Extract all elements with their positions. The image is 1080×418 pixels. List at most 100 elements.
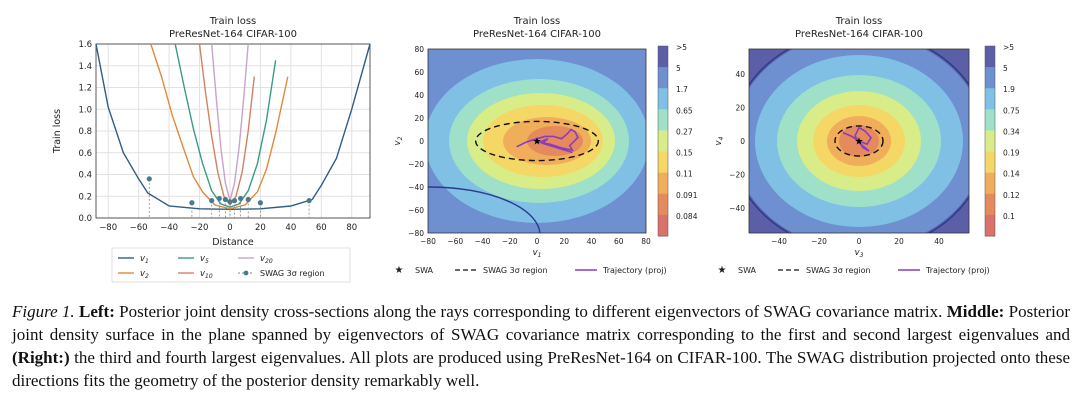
caption-middle-label: Middle: (946, 302, 1005, 321)
chart-2-corner-contour (428, 186, 541, 233)
chart-2-y-tick: 40 (414, 91, 424, 100)
chart-3-colorbar-cell (985, 214, 995, 237)
chart-1-swag-marker (306, 198, 312, 204)
chart-1-swag-marker (216, 195, 222, 202)
chart-3-legend-swa: SWA (738, 266, 757, 275)
chart-3-subtitle: PreResNet-164 CIFAR-100 (795, 29, 923, 40)
chart-2-x-tick: 60 (614, 237, 624, 246)
chart-1-legend-label: v5 (200, 254, 209, 265)
chart-1-y-tick: 1.2 (78, 84, 92, 94)
chart-1-legend-label: v2 (140, 269, 149, 280)
chart-3-colorbar-label: 5 (1003, 64, 1008, 73)
chart-2-colorbar-cell (658, 193, 668, 216)
chart-1-y-tick: 1.0 (78, 105, 92, 115)
chart-3-colorbar-cell (985, 193, 995, 216)
chart-2-x-tick: 20 (559, 237, 569, 246)
chart-2-colorbar-label: 1.7 (676, 85, 688, 94)
caption-left-label: Left: (79, 302, 115, 321)
chart-2-colorbar-cell (658, 172, 668, 195)
chart-1-legend-swag-marker (243, 270, 249, 276)
chart-3-y-label: v4 (714, 136, 725, 145)
chart-2-colorbar-cell (658, 130, 668, 153)
chart-2-x-tick: −60 (447, 237, 463, 246)
chart-1-x-tick: 60 (316, 223, 327, 233)
chart-2-y-tick: −40 (408, 183, 424, 192)
chart-2-y-tick: 80 (414, 45, 424, 54)
figure-1: Train loss PreResNet-164 CIFAR-100 −80 −60 −… (52, 16, 1020, 283)
chart-3-y-tick: −40 (729, 204, 745, 213)
figure-caption: Figure 1. Left: Posterior joint density … (12, 300, 1070, 392)
chart-1-legend-label: SWAG 3σ region (260, 269, 325, 278)
chart-2-colorbar-label: 0.27 (676, 127, 693, 136)
chart-3-colorbar-cell (985, 46, 995, 68)
chart-1-y-tick: 0.0 (78, 214, 92, 224)
chart-1-y-tick: 1.4 (78, 62, 92, 72)
chart-2-frame (427, 48, 647, 234)
chart-2-y-tick: 60 (414, 68, 424, 77)
chart-1-title: Train loss (209, 16, 257, 27)
chart-3-colorbar-cell (985, 172, 995, 195)
chart-3-legend-traj: Trajectory (proj) (925, 266, 990, 275)
chart-3-colorbar-label: 0.34 (1003, 127, 1020, 136)
chart-1-x-tick: −40 (160, 223, 178, 233)
chart-2-contours (428, 49, 646, 233)
chart-1-x-tick: −60 (130, 223, 148, 233)
chart-1-swag-marker (222, 196, 228, 203)
chart-2-y-tick: −60 (408, 206, 424, 215)
chart-3-colorbar-cell (985, 151, 995, 174)
chart-1-swag-marker (257, 200, 263, 206)
chart-2-x-tick: 80 (641, 237, 651, 246)
chart-3-colorbar-label: 0.19 (1003, 149, 1020, 158)
chart-1-x-tick: −80 (99, 223, 117, 233)
chart-3-x-tick: −20 (811, 237, 827, 246)
chart-1-x-tick: 0 (227, 223, 232, 233)
chart-2-y-tick: −20 (408, 160, 424, 169)
chart-3-colorbar-label: 1.9 (1003, 85, 1015, 94)
chart-1-legend: v1 v2 v5 v10 v20 SWAG 3σ region (111, 247, 351, 283)
chart-2-y-tick: 20 (414, 114, 424, 123)
caption-figure-label: Figure 1. (12, 302, 75, 321)
chart-3-swa-point: ★ (855, 137, 864, 148)
chart-2-subtitle: PreResNet-164 CIFAR-100 (473, 29, 601, 40)
chart-1-swag-marker (245, 196, 251, 203)
caption-middle-text: Posterior joint density surface in the p… (12, 302, 1071, 344)
chart-2-y-tick: 0 (419, 137, 424, 146)
chart-3-plot: ★ −40 −20 0 20 40 40 20 0 −20 −40 v3 v4 >5 5 1.9 0.75 0.3… (714, 43, 1020, 276)
chart-3-colorbar-label: 0.14 (1003, 170, 1020, 179)
chart-2-y-label: v2 (393, 136, 404, 145)
chart-3-colorbar-frame (984, 45, 996, 237)
chart-2-x-tick: 40 (587, 237, 597, 246)
chart-1-swag-marker (189, 200, 195, 206)
chart-1-x-label: Distance (212, 237, 254, 248)
chart-1-subtitle: PreResNet-164 CIFAR-100 (169, 29, 297, 40)
chart-3-colorbar-cell (985, 109, 995, 131)
chart-3-y-tick: −20 (729, 170, 745, 179)
chart-1-series-v1 (95, 43, 371, 211)
chart-1-series-v2 (150, 43, 289, 210)
chart-2-y-tick: −80 (408, 229, 424, 238)
chart-3-y-tick: 20 (735, 104, 745, 113)
chart-1-swag-marker (231, 198, 238, 204)
chart-3-colorbar-label: 0.1 (1003, 212, 1015, 221)
chart-2-colorbar-label: 0.65 (676, 106, 693, 115)
chart-2-legend-traj: Trajectory (proj) (602, 266, 667, 275)
chart-2-colorbar-cell (658, 109, 668, 131)
chart-1-legend-label: v20 (260, 254, 273, 265)
chart-2-colorbar-label: 0.091 (676, 191, 698, 200)
chart-1-y-tick: 0.2 (78, 192, 92, 202)
chart-2-colorbar-cell (658, 214, 668, 237)
chart-2-swa-point: ★ (533, 137, 542, 148)
chart-2-colorbar-cell (658, 46, 668, 68)
chart-1-y-tick: 0.6 (78, 149, 92, 159)
chart-1-swag-marker (238, 195, 244, 202)
chart-1-y-tick: 1.6 (78, 40, 92, 50)
chart-3-x-tick: 0 (857, 237, 862, 246)
chart-2-legend-swag: SWAG 3σ region (483, 266, 548, 275)
chart-3-y-tick: 40 (735, 70, 745, 79)
caption-left-text: Posterior joint density cross-sections a… (114, 302, 943, 321)
chart-2-swag-region (474, 120, 600, 162)
chart-1-x-tick: 80 (346, 223, 357, 233)
chart-2-plot: ★ −80 −60 −40 −20 0 20 40 60 80 80 60 40 20 0 −20 −40 −60… (393, 43, 698, 276)
chart-3-legend-swa-marker: ★ (718, 265, 727, 276)
chart-3-frame (748, 48, 970, 234)
